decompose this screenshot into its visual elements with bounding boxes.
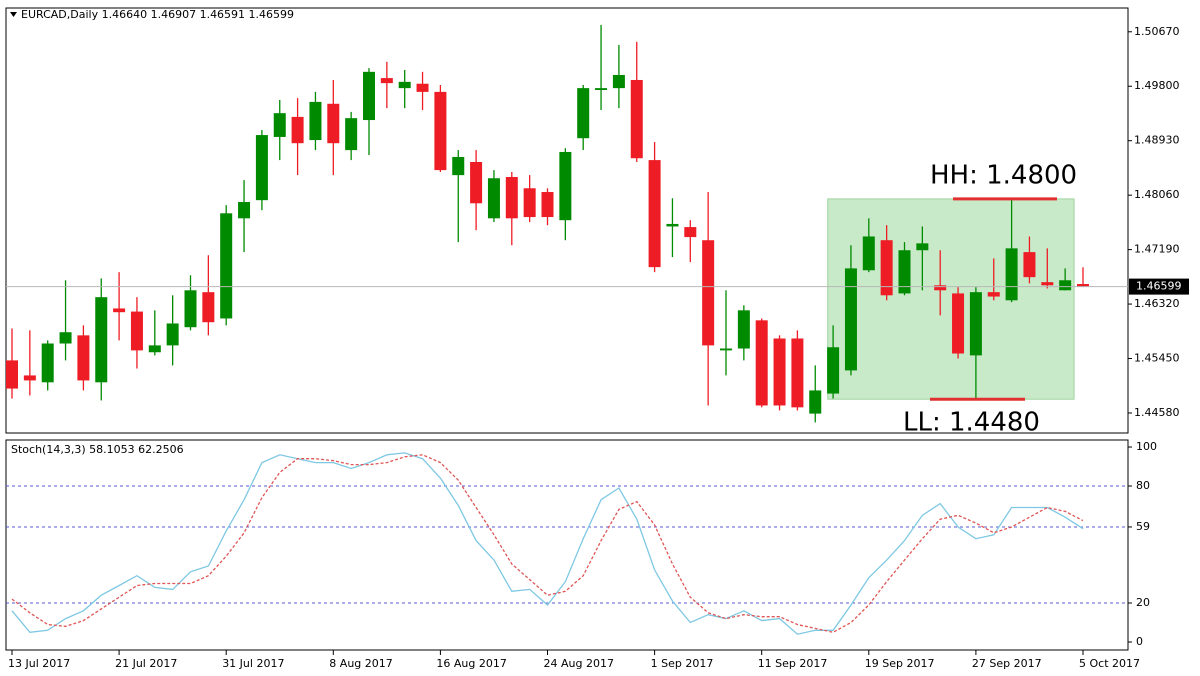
candle-body <box>470 161 483 204</box>
candle-body <box>755 320 768 406</box>
candle-body <box>95 297 108 383</box>
candle-body <box>630 79 643 159</box>
y-tick-label: 1.47190 <box>1134 243 1180 256</box>
y-tick-label: 1.48930 <box>1134 134 1180 147</box>
x-tick-label: 31 Jul 2017 <box>222 657 284 670</box>
annotation-label: LL: 1.4480 <box>903 408 1040 438</box>
candle-body <box>1023 252 1036 278</box>
candle-body <box>702 240 715 346</box>
x-tick-label: 19 Sep 2017 <box>865 657 935 670</box>
x-tick-label: 11 Sep 2017 <box>758 657 828 670</box>
candle-body <box>291 116 304 144</box>
range-zone <box>827 198 1075 400</box>
candle-body <box>23 375 36 381</box>
candle-body <box>255 135 268 201</box>
y-tick-label: 100 <box>1136 440 1157 453</box>
candle-body <box>345 118 358 151</box>
y-tick-label: 80 <box>1136 479 1150 492</box>
y-tick-label: 59 <box>1136 520 1150 533</box>
candle-body <box>309 101 322 141</box>
candle-body <box>809 390 822 414</box>
y-tick-label: 1.46320 <box>1134 297 1180 310</box>
x-tick-label: 1 Sep 2017 <box>651 657 714 670</box>
candle-body <box>559 151 572 221</box>
candle-body <box>844 268 857 371</box>
candle-body <box>969 292 982 356</box>
y-tick-label: 1.49800 <box>1134 79 1180 92</box>
candle-body <box>202 292 215 323</box>
candle-body <box>791 338 804 408</box>
candle-body <box>380 78 393 84</box>
y-tick-label: 1.44580 <box>1134 406 1180 419</box>
candle-body <box>59 332 72 344</box>
candle-body <box>880 240 893 296</box>
candle-body <box>398 81 411 89</box>
stoch-panel <box>5 439 1129 651</box>
x-tick-label: 13 Jul 2017 <box>8 657 70 670</box>
y-tick-label: 20 <box>1136 596 1150 609</box>
candle-body <box>648 160 661 268</box>
y-tick-label: 1.50670 <box>1134 25 1180 38</box>
candle-body <box>934 285 947 291</box>
candle-body <box>898 250 911 294</box>
candle-body <box>1005 248 1018 301</box>
candle-body <box>130 311 143 351</box>
candle-body <box>238 202 251 219</box>
candle-body <box>720 348 732 351</box>
candle-body <box>684 227 697 238</box>
candle-body <box>113 308 126 313</box>
candle-body <box>148 345 161 353</box>
x-tick-label: 24 Aug 2017 <box>544 657 614 670</box>
candle-body <box>6 360 18 389</box>
price-label: 1.46599 <box>1136 280 1182 293</box>
candle-body <box>487 178 500 219</box>
x-tick-label: 16 Aug 2017 <box>436 657 506 670</box>
price-panel <box>5 7 1129 434</box>
candle-body <box>987 292 1000 297</box>
x-tick-label: 27 Sep 2017 <box>972 657 1042 670</box>
candle-body <box>166 323 179 346</box>
candle-body <box>773 338 786 406</box>
candle-body <box>416 83 429 92</box>
candle-body <box>77 335 90 381</box>
candle-body <box>952 293 965 354</box>
candle-body <box>41 343 54 383</box>
stoch-title: Stoch(14,3,3) 58.1053 62.2506 <box>11 443 184 456</box>
candle-body <box>612 74 625 89</box>
candle-body <box>862 236 875 271</box>
annotation-label: HH: 1.4800 <box>930 160 1077 190</box>
candle-body <box>273 113 286 137</box>
candle-body <box>220 213 233 319</box>
menu-arrow <box>10 12 17 17</box>
y-tick-label: 1.48060 <box>1134 188 1180 201</box>
x-tick-label: 8 Aug 2017 <box>329 657 392 670</box>
candle-body <box>363 71 375 121</box>
candle-body <box>827 347 840 394</box>
y-tick-label: 1.45450 <box>1134 352 1180 365</box>
candle-body <box>737 310 750 349</box>
price-label-box <box>1129 278 1189 295</box>
x-tick-label: 21 Jul 2017 <box>115 657 177 670</box>
candle-body <box>541 192 554 218</box>
candle-body <box>523 188 536 218</box>
candle-body <box>434 91 447 171</box>
candle-body <box>452 156 465 176</box>
y-tick-label: 0 <box>1136 635 1143 648</box>
stoch-line <box>11 452 1084 635</box>
x-tick-label: 5 Oct 2017 <box>1079 657 1140 670</box>
chart-title: EURCAD,Daily 1.46640 1.46907 1.46591 1.4… <box>21 8 294 21</box>
candle-body <box>327 103 340 144</box>
candle-body <box>505 176 518 219</box>
stoch-line <box>11 454 1084 633</box>
candle-body <box>184 290 197 328</box>
candle-body <box>1077 284 1089 287</box>
candle-body <box>577 88 590 139</box>
candle-body <box>916 243 929 251</box>
candle-body <box>1041 282 1054 286</box>
candle-body <box>1059 280 1072 291</box>
candle-body <box>595 88 608 90</box>
candle-body <box>666 223 679 227</box>
